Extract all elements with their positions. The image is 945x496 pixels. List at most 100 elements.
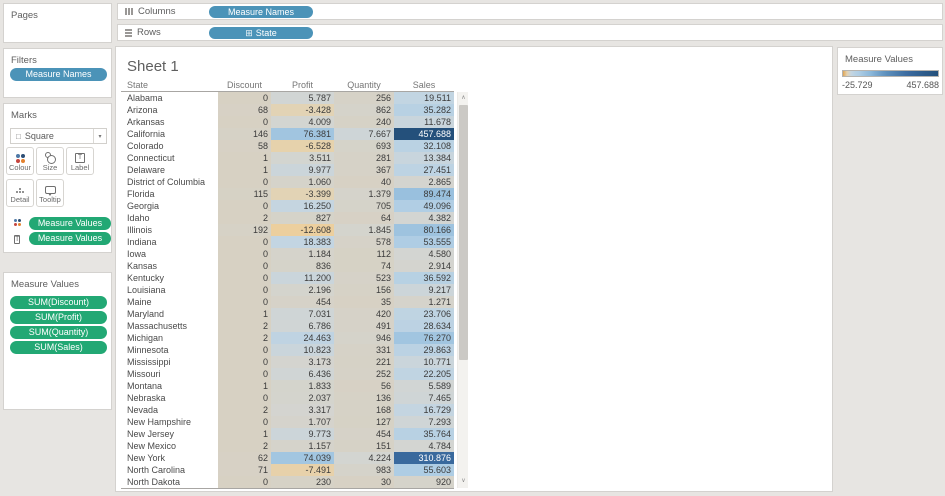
mark-cell[interactable]: 1.060 — [271, 176, 334, 188]
mark-cell[interactable]: 4.009 — [271, 116, 334, 128]
mark-cell[interactable]: 1.379 — [334, 188, 394, 200]
mark-cell[interactable]: 827 — [271, 212, 334, 224]
mark-cell[interactable]: 4.784 — [394, 440, 454, 452]
mark-cell[interactable]: 0 — [218, 116, 271, 128]
mark-cell[interactable]: 10.823 — [271, 344, 334, 356]
mark-cell[interactable]: 146 — [218, 128, 271, 140]
mark-cell[interactable]: 0 — [218, 392, 271, 404]
mark-cell[interactable]: 2.037 — [271, 392, 334, 404]
row-header-state[interactable]: Alabama — [127, 93, 163, 103]
mark-cell[interactable]: 0 — [218, 476, 271, 488]
mark-cell[interactable]: 19.511 — [394, 92, 454, 104]
mark-cell[interactable]: 920 — [394, 476, 454, 488]
mark-cell[interactable]: 36.592 — [394, 272, 454, 284]
mark-cell[interactable]: 5.589 — [394, 380, 454, 392]
mark-cell[interactable]: 112 — [334, 248, 394, 260]
row-header-state[interactable]: Florida — [127, 189, 155, 199]
mark-cell[interactable]: 1 — [218, 152, 271, 164]
row-header-state[interactable]: Maryland — [127, 309, 165, 319]
mark-cell[interactable]: 457.688 — [394, 128, 454, 140]
mark-cell[interactable]: 24.463 — [271, 332, 334, 344]
mark-cell[interactable]: 2 — [218, 212, 271, 224]
mark-cell[interactable]: 230 — [271, 476, 334, 488]
mark-cell[interactable]: 0 — [218, 416, 271, 428]
mark-cell[interactable]: 55.603 — [394, 464, 454, 476]
mark-cell[interactable]: 49.096 — [394, 200, 454, 212]
mark-cell[interactable]: 0 — [218, 356, 271, 368]
mark-cell[interactable]: 74.039 — [271, 452, 334, 464]
mark-cell[interactable]: 454 — [271, 296, 334, 308]
marks-pill-measure-values-label[interactable]: Measure Values — [29, 232, 111, 245]
mark-cell[interactable]: 76.381 — [271, 128, 334, 140]
mark-cell[interactable]: 1.184 — [271, 248, 334, 260]
mark-cell[interactable]: 420 — [334, 308, 394, 320]
mark-cell[interactable]: 156 — [334, 284, 394, 296]
scroll-down-icon[interactable]: ∨ — [461, 478, 466, 484]
columns-shelf[interactable]: Columns Measure Names — [117, 3, 943, 20]
mark-cell[interactable]: 71 — [218, 464, 271, 476]
rows-shelf[interactable]: Rows ⊞ State — [117, 24, 943, 41]
mark-cell[interactable]: 64 — [334, 212, 394, 224]
mark-cell[interactable]: 40 — [334, 176, 394, 188]
row-header-state[interactable]: Indiana — [127, 237, 157, 247]
mark-cell[interactable]: 10.771 — [394, 356, 454, 368]
row-header-state[interactable]: Delaware — [127, 165, 166, 175]
mark-cell[interactable]: 1.707 — [271, 416, 334, 428]
mark-cell[interactable]: 2 — [218, 332, 271, 344]
mark-cell[interactable]: 127 — [334, 416, 394, 428]
mark-cell[interactable]: 35.764 — [394, 428, 454, 440]
chevron-down-icon[interactable]: ▾ — [93, 129, 106, 143]
row-header-state[interactable]: New York — [127, 453, 166, 463]
mark-cell[interactable]: 23.706 — [394, 308, 454, 320]
mark-cell[interactable]: 136 — [334, 392, 394, 404]
column-header-sales[interactable]: Sales — [412, 80, 436, 90]
mark-cell[interactable]: 946 — [334, 332, 394, 344]
mark-cell[interactable]: 3.511 — [271, 152, 334, 164]
size-button[interactable]: Size — [36, 147, 64, 175]
row-header-state[interactable]: New Jersey — [127, 429, 175, 439]
mark-cell[interactable]: -3.399 — [271, 188, 334, 200]
row-header-state[interactable]: Louisiana — [127, 285, 166, 295]
row-header-state[interactable]: Iowa — [127, 249, 147, 259]
mark-cell[interactable]: 4.382 — [394, 212, 454, 224]
mark-cell[interactable]: 693 — [334, 140, 394, 152]
mark-cell[interactable]: 151 — [334, 440, 394, 452]
mark-cell[interactable]: 256 — [334, 92, 394, 104]
mark-cell[interactable]: 11.200 — [271, 272, 334, 284]
mark-cell[interactable]: 22.205 — [394, 368, 454, 380]
row-header-state[interactable]: Georgia — [127, 201, 160, 211]
mark-cell[interactable]: 862 — [334, 104, 394, 116]
detail-button[interactable]: Detail — [6, 179, 34, 207]
mark-cell[interactable]: 523 — [334, 272, 394, 284]
mark-cell[interactable]: 2.196 — [271, 284, 334, 296]
mark-cell[interactable]: 7.031 — [271, 308, 334, 320]
mark-cell[interactable]: 331 — [334, 344, 394, 356]
row-header-state[interactable]: Minnesota — [127, 345, 169, 355]
mark-cell[interactable]: 2 — [218, 440, 271, 452]
column-header-state[interactable]: State — [127, 80, 149, 90]
mark-cell[interactable]: 27.451 — [394, 164, 454, 176]
mark-cell[interactable]: 1 — [218, 308, 271, 320]
row-header-state[interactable]: Kansas — [127, 261, 158, 271]
mark-cell[interactable]: 35 — [334, 296, 394, 308]
row-header-state[interactable]: Nebraska — [127, 393, 166, 403]
mark-cell[interactable]: 16.250 — [271, 200, 334, 212]
row-header-state[interactable]: Mississippi — [127, 357, 171, 367]
mark-cell[interactable]: 11.678 — [394, 116, 454, 128]
row-header-state[interactable]: Idaho — [127, 213, 150, 223]
mark-cell[interactable]: 0 — [218, 248, 271, 260]
mark-cell[interactable]: 1.833 — [271, 380, 334, 392]
mark-cell[interactable]: 367 — [334, 164, 394, 176]
mark-cell[interactable]: 16.729 — [394, 404, 454, 416]
mark-cell[interactable]: 240 — [334, 116, 394, 128]
mark-cell[interactable]: 2.914 — [394, 260, 454, 272]
marks-pill-measure-values-colour[interactable]: Measure Values — [29, 217, 111, 230]
mark-cell[interactable]: 3.317 — [271, 404, 334, 416]
expand-plus-icon[interactable]: ⊞ — [245, 28, 253, 38]
mark-cell[interactable]: 192 — [218, 224, 271, 236]
mark-cell[interactable]: 4.224 — [334, 452, 394, 464]
pill-sum-profit[interactable]: SUM(Profit) — [10, 311, 107, 324]
row-header-state[interactable]: Massachusetts — [127, 321, 188, 331]
mark-cell[interactable]: -3.428 — [271, 104, 334, 116]
row-header-state[interactable]: District of Columbia — [127, 177, 206, 187]
